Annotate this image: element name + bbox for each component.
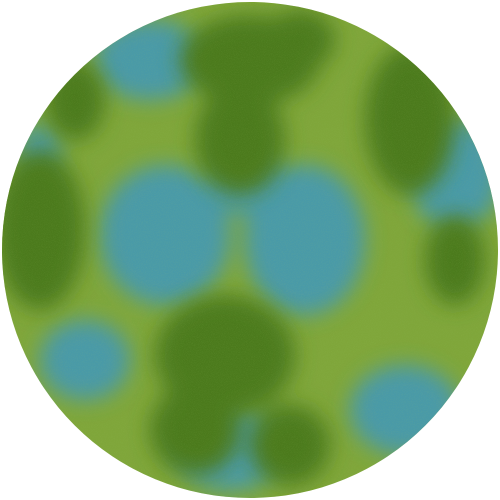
planet-disc [2, 2, 498, 498]
canvas [2, 2, 498, 498]
speckle-texture [2, 2, 498, 498]
